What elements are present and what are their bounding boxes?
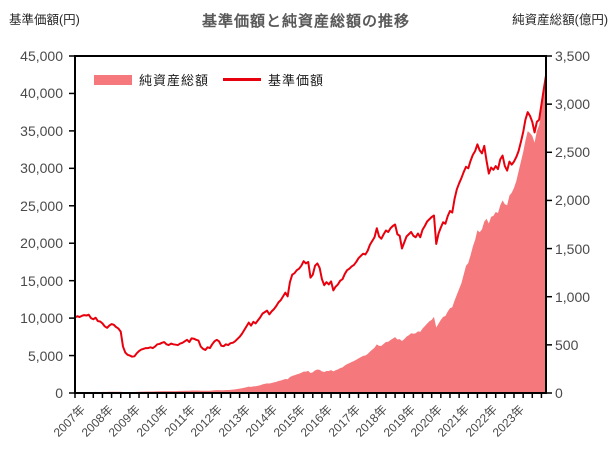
y-left-tick-label: 0 xyxy=(55,385,63,401)
y-left-tick-label: 40,000 xyxy=(20,85,63,102)
net-assets-area xyxy=(75,77,546,394)
plot-border xyxy=(74,55,547,394)
y-right-tick-label: 3,500 xyxy=(555,48,591,64)
chart-title: 基準価額と純資産総額の推移 xyxy=(201,13,410,30)
legend-label-nav: 基準価額 xyxy=(268,73,325,88)
y-left-tick-label: 10,000 xyxy=(20,310,63,327)
right-axis-title: 純資産総額(億円) xyxy=(512,13,608,27)
y-right-tick-label: 2,500 xyxy=(555,144,591,161)
y-right-tick-label: 0 xyxy=(555,385,563,401)
legend-label-net-assets: 純資産総額 xyxy=(139,73,210,88)
y-left-tick-label: 15,000 xyxy=(20,272,63,289)
y-right-tick-label: 1,500 xyxy=(555,240,591,257)
y-right-tick-label: 1,000 xyxy=(555,288,591,305)
y-right-tick-label: 3,000 xyxy=(555,96,591,113)
area-series-swatch xyxy=(94,74,132,85)
line-series-swatch xyxy=(223,78,262,81)
y-left-tick-label: 35,000 xyxy=(20,122,63,139)
legend: 純資産総額 基準価額 xyxy=(94,70,324,89)
y-left-tick-label: 5,000 xyxy=(27,347,63,364)
nav-line xyxy=(74,74,547,358)
y-left-tick-label: 45,000 xyxy=(20,48,63,64)
y-left-tick-label: 20,000 xyxy=(20,235,63,252)
y-right-tick-label: 2,000 xyxy=(555,192,591,209)
left-axis-title: 基準価額(円) xyxy=(9,13,80,27)
y-left-tick-label: 30,000 xyxy=(20,160,63,177)
y-right-tick-label: 500 xyxy=(555,336,579,353)
y-left-tick-label: 25,000 xyxy=(20,197,63,214)
